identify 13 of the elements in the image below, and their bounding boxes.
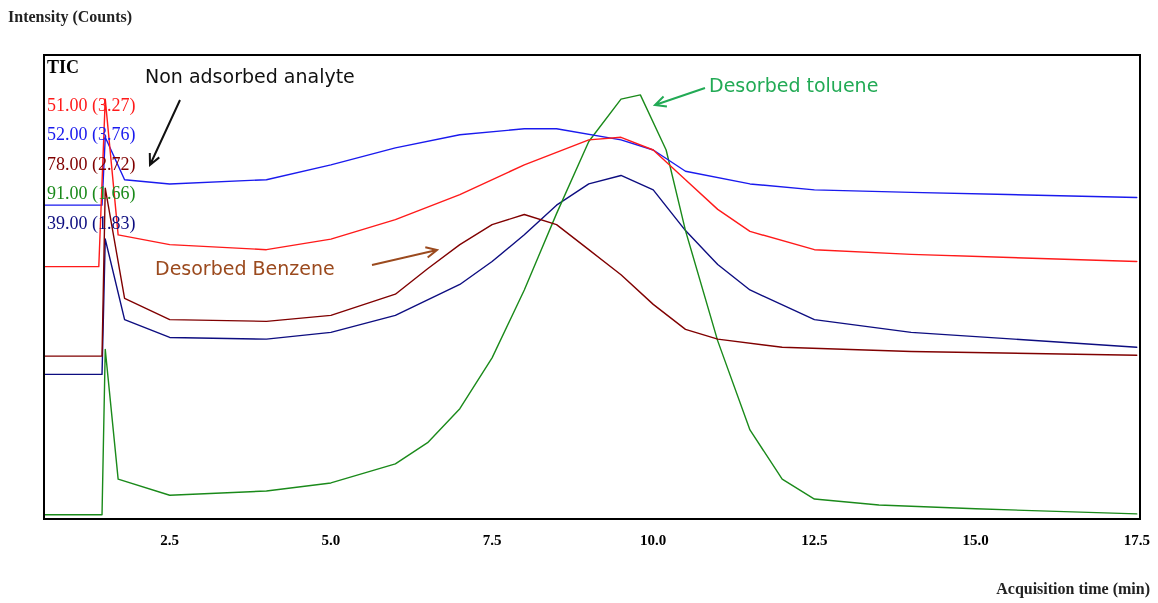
x-tick-label: 5.0: [321, 531, 341, 548]
x-tick-label: 12.5: [801, 531, 828, 548]
x-tick-label: 2.5: [160, 531, 180, 548]
annotation: Desorbed Benzene: [155, 256, 335, 279]
legend-title: TIC: [47, 56, 80, 77]
annotation: Desorbed toluene: [709, 73, 879, 96]
x-tick-label: 15.0: [962, 531, 989, 548]
y-axis-title: Intensity (Counts): [8, 8, 133, 26]
x-tick-label: 7.5: [482, 531, 502, 548]
x-tick-label: 17.5: [1123, 531, 1150, 548]
text: Non adsorbed analyte: [145, 64, 355, 87]
x-axis-title: Acquisition time (min): [996, 580, 1150, 598]
x-tick-label: 10.0: [640, 531, 667, 548]
